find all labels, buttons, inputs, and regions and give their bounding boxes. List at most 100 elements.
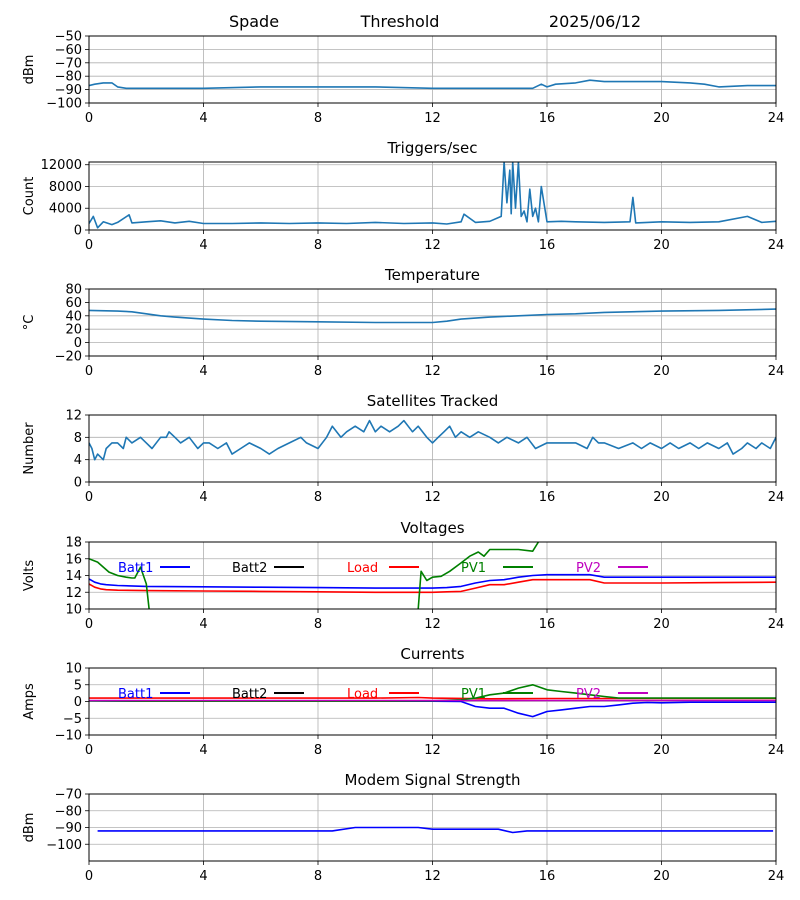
x-tick-label: 24 <box>768 238 785 253</box>
chart-title: Modem Signal Strength <box>345 771 521 789</box>
y-tick-label: −80 <box>55 70 82 85</box>
y-axis-label: Amps <box>22 683 37 720</box>
x-tick-label: 4 <box>199 617 207 632</box>
x-tick-label: 16 <box>539 869 556 884</box>
chart-triggers: 0 4 8 12 16 20 24 0 4000 8000 12000 Triggers/sec Cou… <box>22 139 784 253</box>
x-tick-label: 12 <box>424 490 441 505</box>
series-line-pv1 <box>89 558 150 609</box>
x-tick-label: 4 <box>199 490 207 505</box>
plot-frame <box>88 793 777 862</box>
legend-label-load: Load <box>347 561 378 576</box>
x-tick-label: 24 <box>768 743 785 758</box>
y-tick-label: −80 <box>55 804 82 819</box>
y-tick-label: −10 <box>55 729 82 744</box>
x-tick-label: 24 <box>768 111 785 126</box>
x-tick-label: 20 <box>653 111 670 126</box>
x-tick-label: 0 <box>85 490 93 505</box>
y-axis-label: Count <box>22 177 37 216</box>
y-tick-label: 10 <box>65 662 82 677</box>
y-tick-label: −90 <box>55 83 82 98</box>
y-tick-label: 8 <box>74 431 82 446</box>
legend-label-batt1: Batt1 <box>118 687 153 702</box>
series-group <box>89 308 776 324</box>
y-tick-label: 20 <box>65 323 82 338</box>
legend-label-batt2: Batt2 <box>232 687 267 702</box>
y-axis-label: Volts <box>22 560 37 592</box>
chart-title: Satellites Tracked <box>367 392 498 410</box>
x-tick-label: 16 <box>539 743 556 758</box>
x-tick-label: 0 <box>85 869 93 884</box>
legend-label-batt2: Batt2 <box>232 561 267 576</box>
chart-title-threshold: Threshold <box>360 12 440 31</box>
x-tick-label: 20 <box>653 490 670 505</box>
y-tick-label: −90 <box>55 821 82 836</box>
plot-frame <box>88 288 777 357</box>
x-tick-label: 4 <box>199 238 207 253</box>
plot-frame <box>88 541 777 610</box>
y-tick-label: −70 <box>55 788 82 803</box>
legend-label-batt1: Batt1 <box>118 561 153 576</box>
x-tick-label: 0 <box>85 617 93 632</box>
y-tick-label: 80 <box>65 283 82 298</box>
series-group <box>89 542 776 609</box>
series-line-batt1 <box>89 573 776 589</box>
y-tick-label: 18 <box>65 536 82 551</box>
x-tick-label: 20 <box>653 364 670 379</box>
y-tick-label: 0 <box>74 476 82 491</box>
x-tick-label: 24 <box>768 617 785 632</box>
y-axis-label: dBm <box>22 55 37 85</box>
y-tick-label: 60 <box>65 296 82 311</box>
plot-frame <box>88 667 777 736</box>
y-tick-label: 0 <box>74 695 82 710</box>
y-tick-label: −5 <box>63 712 82 727</box>
legend-label-pv1: PV1 <box>461 561 486 576</box>
series-line-modem <box>97 826 774 834</box>
plot-frame <box>88 414 777 483</box>
y-tick-label: 0 <box>74 336 82 351</box>
y-tick-label: −60 <box>55 43 82 58</box>
series-line-temperature <box>89 308 776 324</box>
y-tick-label: −100 <box>46 97 82 112</box>
plot-frame <box>88 35 777 104</box>
x-tick-label: 0 <box>85 743 93 758</box>
y-tick-label: 8000 <box>49 180 82 195</box>
header: Spade Threshold 2025/06/12 <box>229 12 641 31</box>
y-tick-label: −20 <box>55 350 82 365</box>
x-tick-label: 8 <box>314 869 322 884</box>
y-tick-label: 14 <box>65 569 82 584</box>
x-tick-label: 12 <box>424 869 441 884</box>
chart-currents: 0 4 8 12 16 20 24 −10 −5 0 510 Currents Amps Batt1 Bat… <box>22 645 784 758</box>
legend-label-pv2: PV2 <box>576 561 601 576</box>
x-tick-label: 8 <box>314 238 322 253</box>
x-tick-label: 0 <box>85 111 93 126</box>
x-tick-label: 24 <box>768 490 785 505</box>
series-line-triggers <box>89 162 776 229</box>
x-tick-label: 16 <box>539 364 556 379</box>
x-tick-label: 20 <box>653 238 670 253</box>
chart-title: Triggers/sec <box>387 139 478 157</box>
series-group <box>89 683 776 718</box>
x-tick-label: 16 <box>539 238 556 253</box>
x-tick-label: 16 <box>539 490 556 505</box>
y-tick-label: 5 <box>74 678 82 693</box>
x-tick-label: 12 <box>424 238 441 253</box>
x-tick-label: 8 <box>314 364 322 379</box>
series-line-threshold <box>89 79 776 90</box>
y-tick-label: 12 <box>65 586 82 601</box>
chart-satellites: 0 4 8 12 16 20 24 0 4 8 12 Satellites Tracked Number <box>22 392 784 505</box>
y-axis-label: °C <box>22 315 37 331</box>
y-axis-label: dBm <box>22 813 37 843</box>
series-line-load <box>89 578 776 594</box>
x-tick-label: 24 <box>768 869 785 884</box>
x-tick-label: 8 <box>314 490 322 505</box>
legend-label-pv2: PV2 <box>576 687 601 702</box>
x-tick-label: 8 <box>314 617 322 632</box>
x-tick-label: 4 <box>199 869 207 884</box>
chart-title: Temperature <box>384 266 480 284</box>
y-tick-label: 10 <box>65 603 82 618</box>
y-tick-label: 12000 <box>41 158 82 173</box>
y-tick-label: 16 <box>65 552 82 567</box>
